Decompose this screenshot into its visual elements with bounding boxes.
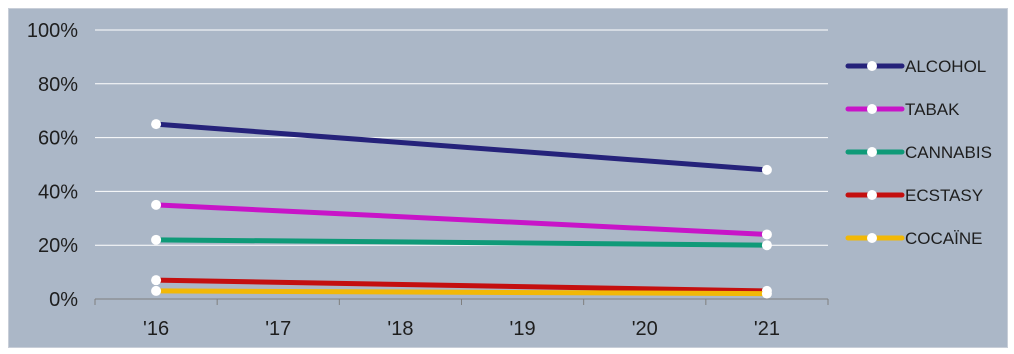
series-tabak: [151, 199, 772, 240]
legend-marker: [867, 190, 877, 200]
data-point: [761, 288, 772, 299]
data-point: [761, 229, 772, 240]
legend-marker: [867, 147, 877, 157]
y-tick-label: 40%: [38, 181, 78, 203]
legend-label: ECSTASY: [905, 186, 983, 205]
data-point: [151, 275, 162, 286]
x-tick-label: '19: [510, 318, 536, 340]
x-tick-label: '16: [143, 318, 169, 340]
data-point: [761, 240, 772, 251]
series-line: [153, 121, 770, 173]
series-line: [153, 277, 770, 294]
x-tick-label: '20: [632, 318, 658, 340]
legend-marker: [867, 104, 877, 114]
y-tick-label: 0%: [49, 289, 78, 311]
legend-item: ECSTASY: [845, 186, 983, 205]
legend-marker: [867, 233, 877, 243]
legend: ALCOHOL TABAK CANNABIS ECSTASY COCAÏNE: [845, 57, 992, 248]
data-point: [151, 119, 162, 130]
x-tick-label: '18: [387, 318, 413, 340]
axes: [94, 298, 829, 305]
series-line: [153, 288, 770, 297]
legend-label: TABAK: [905, 100, 960, 119]
series-line: [153, 202, 770, 237]
y-tick-label: 20%: [38, 235, 78, 257]
legend-item: ALCOHOL: [845, 57, 986, 76]
legend-label: COCAÏNE: [905, 229, 982, 248]
x-axis-ticks: '16 '17 '18 '19 '20 '21: [143, 318, 780, 340]
data-point: [151, 199, 162, 210]
legend-item: TABAK: [845, 100, 960, 119]
legend-item: CANNABIS: [845, 143, 992, 162]
y-axis-ticks: 0% 20% 40% 60% 80% 100%: [27, 20, 78, 311]
data-point: [151, 285, 162, 296]
y-tick-label: 60%: [38, 128, 78, 150]
legend-marker: [867, 61, 877, 71]
y-tick-label: 80%: [38, 74, 78, 96]
series-line: [153, 237, 770, 248]
legend-item: COCAÏNE: [845, 229, 982, 248]
series-cannabis: [151, 234, 772, 251]
legend-label: ALCOHOL: [905, 57, 986, 76]
data-point: [761, 164, 772, 175]
legend-label: CANNABIS: [905, 143, 992, 162]
x-tick-label: '21: [754, 318, 780, 340]
series-cocaïne: [151, 285, 772, 299]
x-tick-label: '17: [265, 318, 291, 340]
gridlines: [95, 29, 828, 246]
y-tick-label: 100%: [27, 20, 78, 42]
data-point: [151, 234, 162, 245]
series-lines: [151, 119, 772, 299]
series-alcohol: [151, 119, 772, 175]
